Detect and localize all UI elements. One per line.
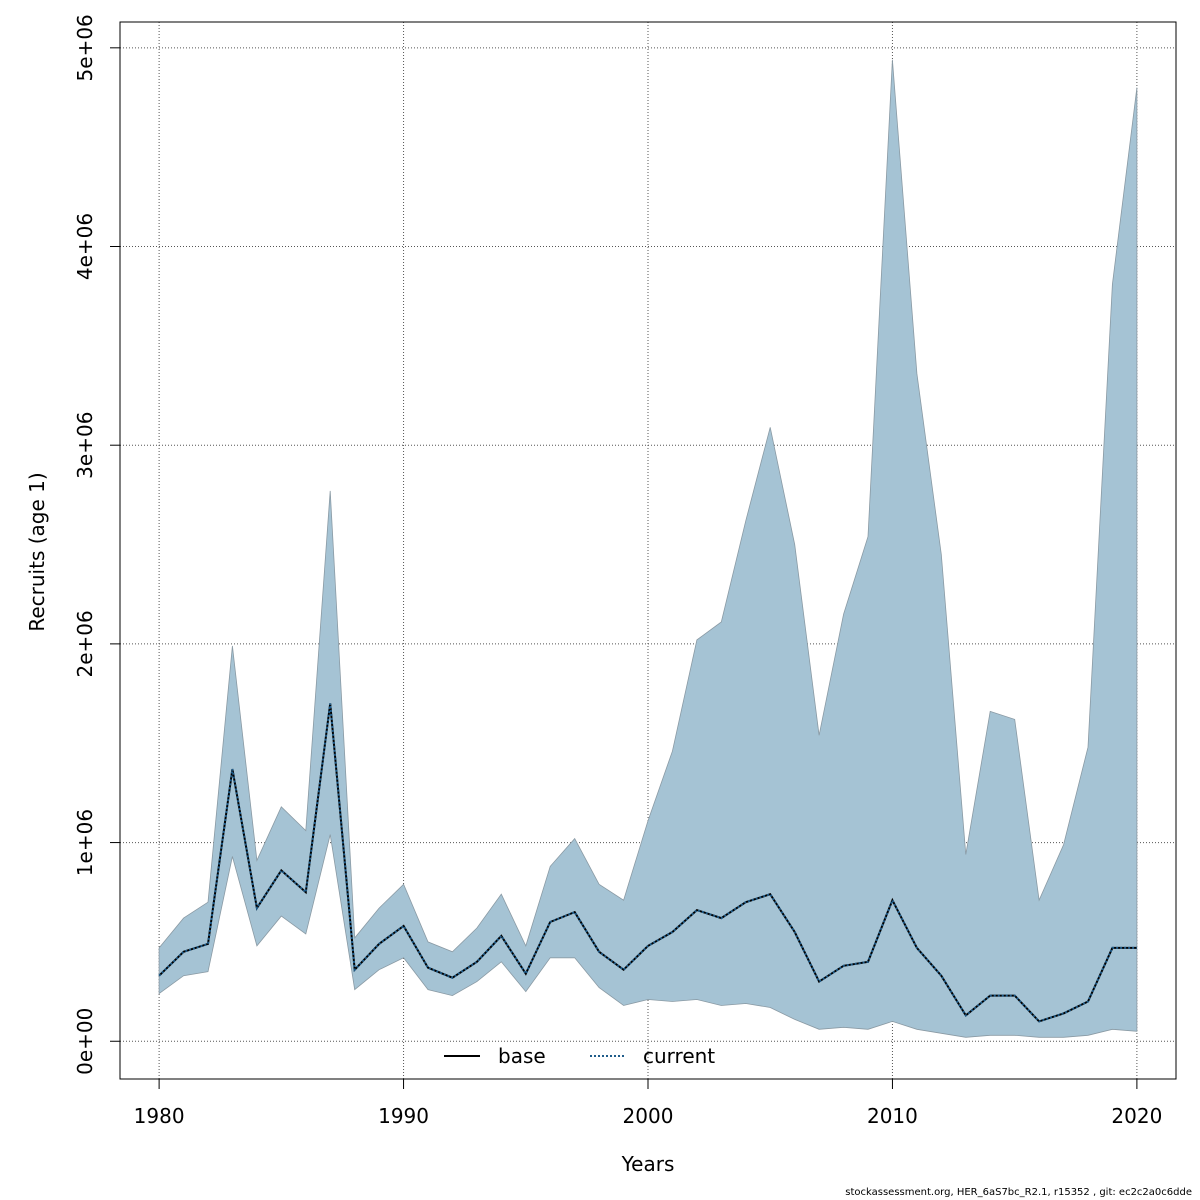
series-line-current <box>158 703 1137 1023</box>
x-tick-label: 2000 <box>623 1104 674 1128</box>
y-axis: 0e+00 1e+06 2e+06 3e+06 4e+06 5e+06 <box>73 14 121 1075</box>
y-tick-label: 0e+00 <box>73 1008 97 1075</box>
x-axis: 1980 1990 2000 2010 2020 <box>134 1078 1162 1128</box>
legend-label-current: current <box>643 1044 715 1068</box>
y-axis-title: Recruits (age 1) <box>25 472 49 631</box>
footer-credit: stockassessment.org, HER_6aS7bc_R2.1, r1… <box>845 1187 1192 1198</box>
series-lines <box>158 703 1137 1023</box>
x-tick-label: 1980 <box>134 1104 185 1128</box>
confidence-band-area <box>158 59 1138 1038</box>
legend: base current <box>444 1044 715 1068</box>
legend-label-base: base <box>498 1044 546 1068</box>
confidence-band <box>158 59 1138 1038</box>
x-tick-label: 1990 <box>378 1104 429 1128</box>
x-tick-label: 2010 <box>867 1104 918 1128</box>
y-tick-label: 4e+06 <box>73 213 97 280</box>
y-tick-label: 1e+06 <box>73 809 97 876</box>
x-axis-title: Years <box>621 1152 675 1176</box>
y-tick-label: 2e+06 <box>73 610 97 677</box>
x-tick-label: 2020 <box>1111 1104 1162 1128</box>
y-tick-label: 5e+06 <box>73 14 97 81</box>
y-tick-label: 3e+06 <box>73 412 97 479</box>
